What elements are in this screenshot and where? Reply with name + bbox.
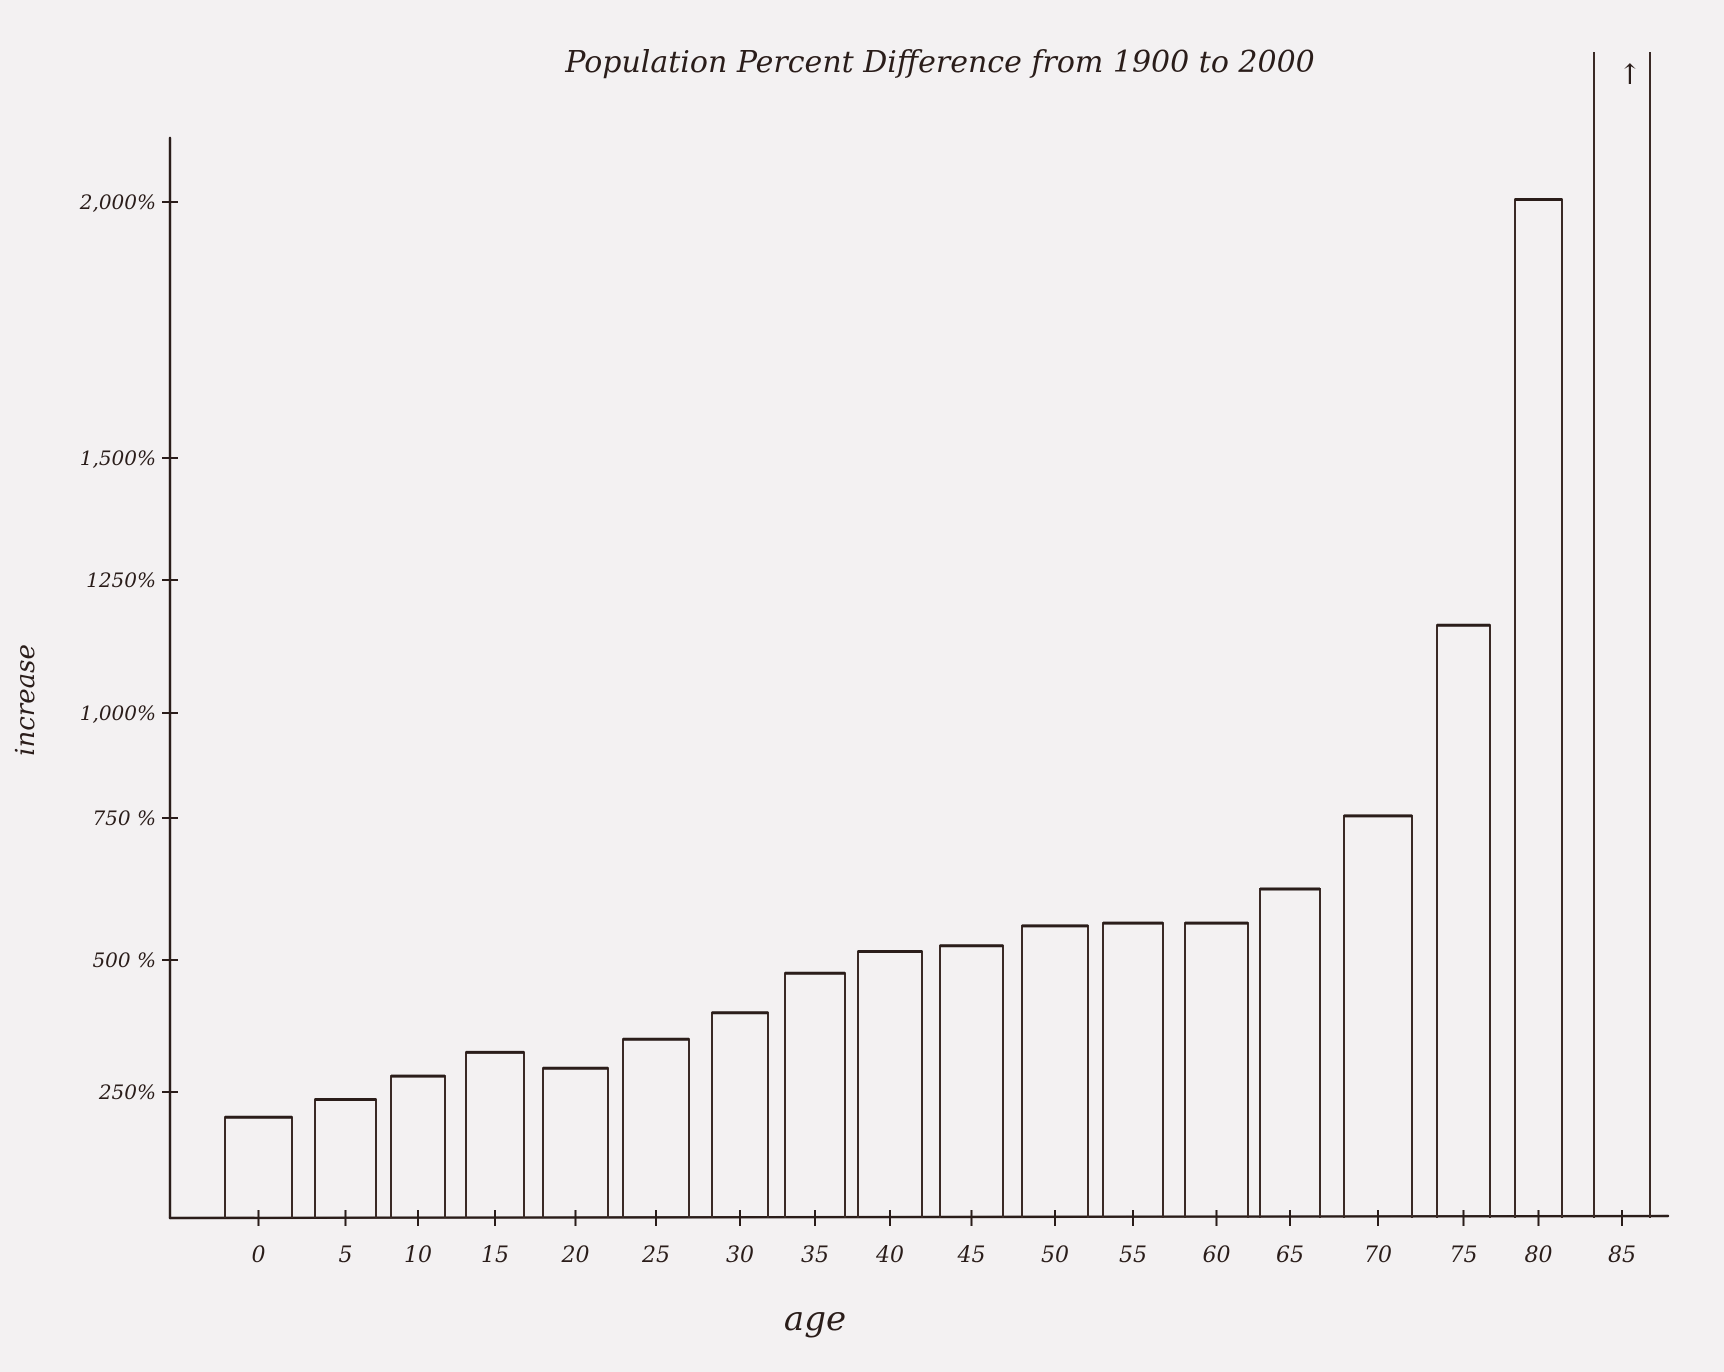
bar-outline-80 <box>1514 198 1563 1218</box>
y-tick-label-1250: 1250% <box>86 568 156 592</box>
y-tick-label-500: 500 % <box>92 948 156 972</box>
bar-outline-30 <box>711 1011 769 1218</box>
bar-20 <box>542 1066 609 1218</box>
x-tick-label-35: 35 <box>801 1243 829 1268</box>
off-scale-arrow-icon: ↑ <box>1618 58 1641 91</box>
ticks-layer <box>162 201 1623 1226</box>
bar-80 <box>1514 198 1563 1218</box>
bar-10 <box>390 1074 446 1218</box>
x-tick-label-55: 55 <box>1119 1243 1147 1268</box>
x-tick-label-85: 85 <box>1608 1243 1636 1268</box>
bar-outline-15 <box>465 1051 525 1218</box>
y-tick-label-1500: 1,500% <box>80 446 156 470</box>
bar-outline-60 <box>1184 922 1249 1218</box>
bar-outline-45 <box>939 944 1004 1218</box>
bar-50 <box>1021 924 1089 1218</box>
bar-5 <box>314 1098 377 1218</box>
bar-outline-50 <box>1021 924 1089 1218</box>
labels-layer: 0 5 10 15 20 25 30 35 40 45 50 55 60 65 70 75 80 85 250% 50… <box>79 190 1636 1268</box>
bar-65 <box>1259 887 1321 1218</box>
x-tick-label-50: 50 <box>1041 1243 1069 1268</box>
x-tick-label-70: 70 <box>1364 1243 1392 1268</box>
x-tick-label-5: 5 <box>339 1243 353 1268</box>
bar-75 <box>1436 623 1491 1218</box>
chart-title: Population Percent Difference from 1900 … <box>564 45 1315 80</box>
bar-outline-5 <box>314 1098 377 1218</box>
x-tick-label-30: 30 <box>726 1243 754 1268</box>
x-tick-label-75: 75 <box>1450 1243 1478 1268</box>
bar-60 <box>1184 921 1249 1218</box>
x-tick-label-20: 20 <box>561 1243 590 1268</box>
y-axis-label: increase <box>11 644 41 756</box>
x-tick-label-40: 40 <box>875 1243 904 1268</box>
x-tick-label-60: 60 <box>1203 1243 1231 1268</box>
y-tick-label-2000: 2,000% <box>79 190 156 214</box>
bar-85: ↑ <box>1593 52 1651 1218</box>
y-tick-label-750: 750 % <box>92 806 156 830</box>
x-tick-label-45: 45 <box>957 1243 986 1268</box>
bar-25 <box>622 1037 690 1218</box>
bar-outline-35 <box>784 972 846 1218</box>
bar-outline-65 <box>1259 888 1321 1218</box>
bar-outline-85 <box>1593 52 1651 1218</box>
x-tick-label-15: 15 <box>481 1243 509 1268</box>
x-tick-label-10: 10 <box>404 1243 432 1268</box>
bar-30 <box>711 1011 769 1218</box>
bar-70 <box>1343 814 1413 1218</box>
x-tick-label-65: 65 <box>1276 1243 1304 1268</box>
bar-outline-70 <box>1343 814 1413 1218</box>
y-tick-label-250: 250% <box>98 1080 156 1104</box>
bar-outline-55 <box>1102 922 1164 1218</box>
x-tick-label-25: 25 <box>641 1243 670 1268</box>
bar-0 <box>224 1115 293 1218</box>
bar-outline-10 <box>390 1075 446 1218</box>
bar-40 <box>857 949 923 1218</box>
bar-outline-75 <box>1436 624 1491 1218</box>
bar-outline-40 <box>857 950 923 1218</box>
x-tick-label-80: 80 <box>1525 1243 1553 1268</box>
y-tick-label-1000: 1,000% <box>80 701 156 725</box>
bar-15 <box>465 1050 525 1218</box>
bar-45 <box>939 944 1004 1218</box>
bar-outline-20 <box>542 1067 609 1218</box>
bars-layer: ↑ <box>224 52 1651 1218</box>
bar-outline-0 <box>224 1116 293 1218</box>
bar-35 <box>784 971 846 1218</box>
bar-55 <box>1102 921 1164 1218</box>
x-axis-line <box>168 1214 1670 1220</box>
bar-outline-25 <box>622 1038 690 1218</box>
x-axis-label: age <box>784 1299 846 1339</box>
x-tick-label-0: 0 <box>252 1243 266 1268</box>
